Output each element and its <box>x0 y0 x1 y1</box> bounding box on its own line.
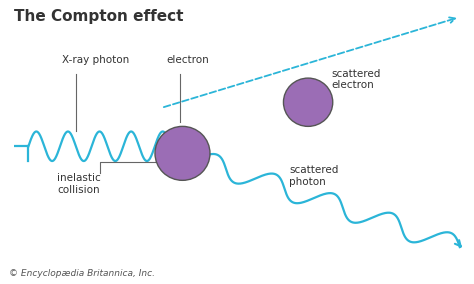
Ellipse shape <box>283 78 333 126</box>
Text: scattered
electron: scattered electron <box>332 69 381 90</box>
Text: inelastic
collision: inelastic collision <box>57 173 100 195</box>
Text: X-ray photon: X-ray photon <box>62 55 129 65</box>
Ellipse shape <box>155 126 210 180</box>
Text: The Compton effect: The Compton effect <box>14 9 184 24</box>
Text: scattered
photon: scattered photon <box>289 165 338 187</box>
Text: © Encyclopædia Britannica, Inc.: © Encyclopædia Britannica, Inc. <box>9 269 155 278</box>
Text: electron: electron <box>166 55 209 65</box>
